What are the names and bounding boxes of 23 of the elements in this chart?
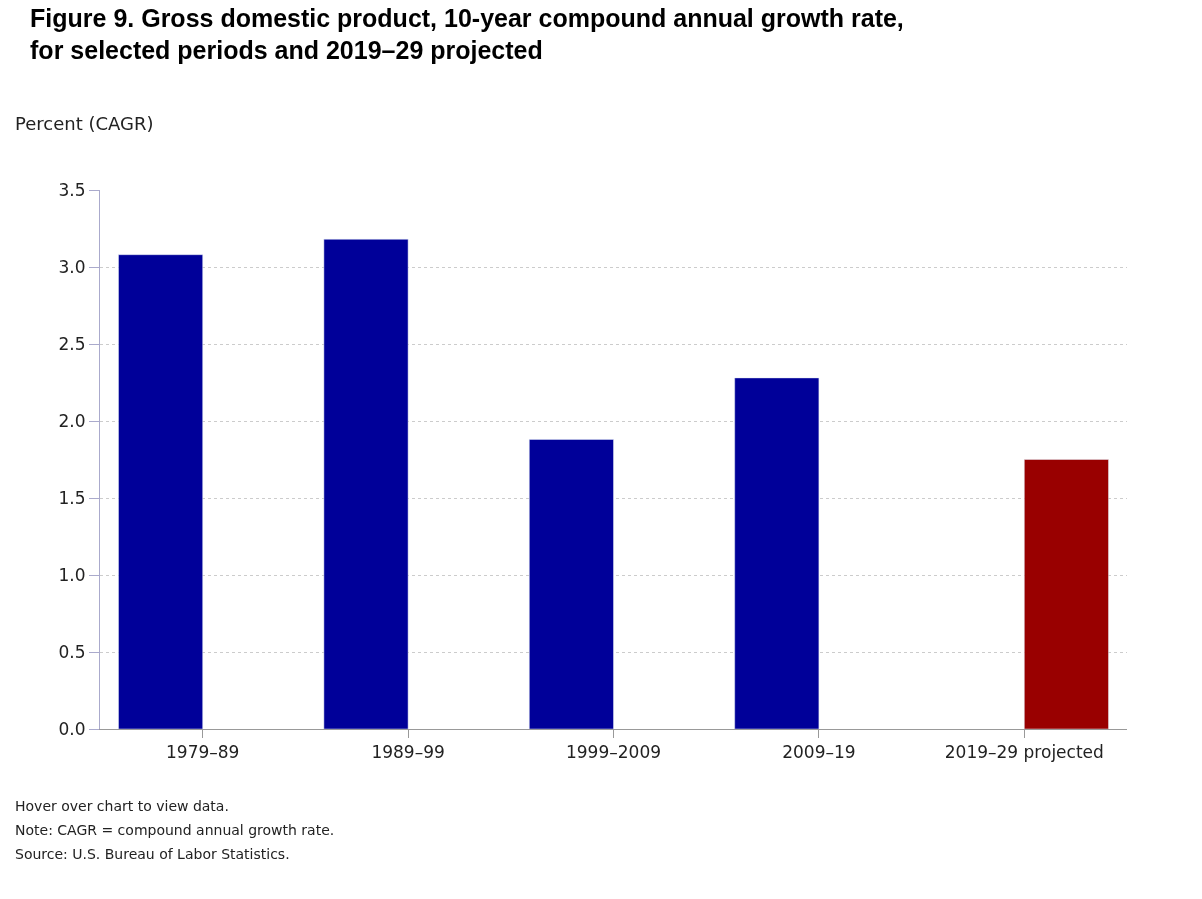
y-tick-label: 0.5 [58,641,86,662]
text: Hover over chart to view data. [15,798,229,814]
y-tick-label: 1.0 [58,564,86,585]
x-tick-label: 1999–2009 [565,742,662,763]
x-tick-label: 1989–99 [371,742,445,763]
bar [323,239,409,729]
bar [1024,459,1109,729]
y-tick-label: 1.5 [58,487,86,508]
y-tick-label: 3.0 [58,256,86,277]
x-tick-label: 2009–19 [782,742,856,763]
bar [118,254,203,729]
chart-title: Figure 9. Gross domestic product, 10-year compound annual growth rate, for selected periods and 2019–29 projected [30,3,904,65]
source-note: Source: U.S. Bureau of Labor Statistics. [15,846,290,862]
text: Note: CAGR = compound annual growth rate. [15,822,335,838]
bar [529,439,614,729]
y-tick-label: 3.5 [58,179,86,200]
y-tick-label: 2.0 [58,410,86,431]
y-tick-label: 0.0 [58,718,86,739]
y-tick-label: 2.5 [58,333,86,354]
x-tick-label: 1979–89 [166,742,240,763]
bar [734,377,820,729]
y-axis-title: Percent (CAGR) [15,113,154,134]
x-tick-label: 2019–29 projected [944,742,1104,763]
